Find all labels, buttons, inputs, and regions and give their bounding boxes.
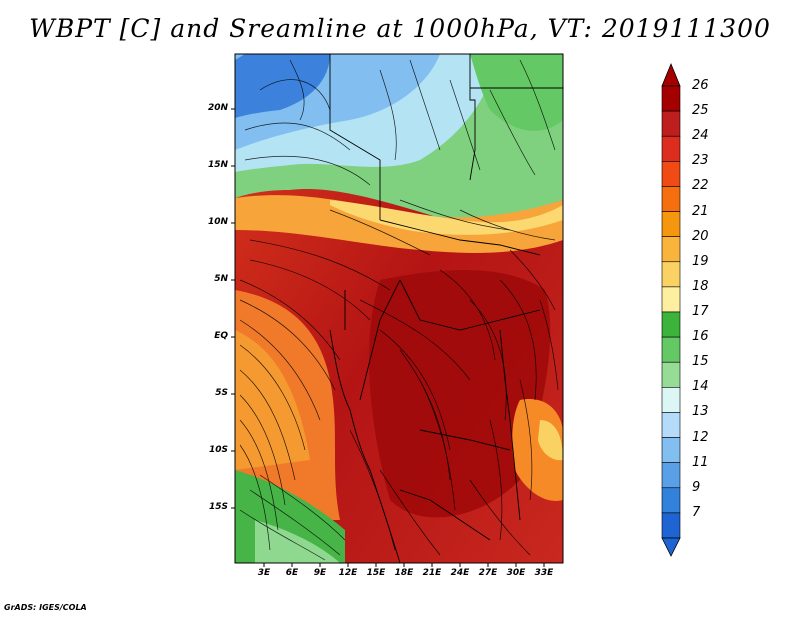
colorbar-label: 24 (692, 128, 709, 144)
colorbar-label: 26 (692, 78, 709, 93)
colorbar (661, 62, 681, 557)
lat-tick-label: 10N (207, 217, 228, 227)
colorbar-top-arrow (661, 62, 681, 87)
wbpt-field (235, 54, 563, 563)
colorbar-swatch (661, 236, 681, 263)
lat-tick-label: 5S (215, 388, 228, 398)
lon-tick-label: 27E (478, 568, 498, 578)
colorbar-label: 17 (692, 304, 709, 319)
colorbar-label: 20 (692, 228, 709, 244)
colorbar-label: 16 (692, 329, 709, 345)
colorbar-swatch (661, 462, 681, 489)
colorbar-label: 18 (692, 278, 709, 294)
colorbar-label: 21 (692, 203, 709, 219)
colorbar-label: 15 (692, 354, 709, 370)
lon-tick-label: 9E (313, 568, 327, 578)
lon-tick-label: 6E (285, 568, 299, 578)
colorbar-label: 13 (692, 404, 709, 420)
colorbar-swatch (661, 161, 681, 187)
lon-tick-label: 18E (394, 568, 414, 578)
lon-tick-label: 33E (534, 568, 554, 578)
map-title: WBPT [C] and Sreamline at 1000hPa, VT: 2… (29, 14, 771, 43)
colorbar-swatch (661, 361, 681, 388)
lat-tick-label: 15N (207, 160, 228, 170)
colorbar-swatch (661, 261, 681, 288)
lon-tick-label: 3E (257, 568, 271, 578)
colorbar-swatch (661, 85, 681, 112)
colorbar-swatch (661, 286, 681, 313)
colorbar-label: 19 (692, 253, 709, 269)
colorbar-swatch (661, 110, 681, 137)
colorbar-swatch (661, 512, 681, 539)
lat-tick-label: 5N (214, 274, 228, 284)
lon-tick-label: 24E (450, 568, 470, 578)
colorbar-swatch (661, 487, 681, 514)
lon-tick-label: 30E (506, 568, 526, 578)
lat-tick-label: 10S (208, 445, 228, 455)
lon-tick-label: 15E (366, 568, 386, 578)
colorbar-bottom-arrow (661, 537, 681, 557)
colorbar-swatch (661, 437, 681, 463)
lat-tick-label: 15S (208, 502, 228, 512)
footer-credit: GrADS: IGES/COLA (4, 603, 87, 612)
lat-tick-label: 20N (207, 103, 228, 113)
colorbar-label: 14 (692, 379, 709, 395)
colorbar-label: 11 (692, 454, 709, 470)
lon-tick-label: 21E (422, 568, 442, 578)
colorbar-label: 7 (692, 504, 701, 520)
lat-tick-label: EQ (214, 331, 228, 341)
colorbar-swatch (661, 387, 681, 413)
map-frame (234, 53, 564, 564)
colorbar-swatch (661, 412, 681, 438)
colorbar-swatch (661, 211, 681, 237)
colorbar-swatch (661, 186, 681, 212)
colorbar-label: 22 (692, 178, 709, 194)
colorbar-swatch (661, 336, 681, 363)
colorbar-swatch (661, 135, 681, 162)
colorbar-label: 23 (692, 153, 709, 169)
colorbar-label: 25 (692, 103, 709, 119)
lon-tick-label: 12E (338, 568, 358, 578)
colorbar-label: 12 (692, 429, 709, 445)
colorbar-label: 9 (692, 479, 701, 495)
colorbar-swatch (661, 311, 681, 338)
